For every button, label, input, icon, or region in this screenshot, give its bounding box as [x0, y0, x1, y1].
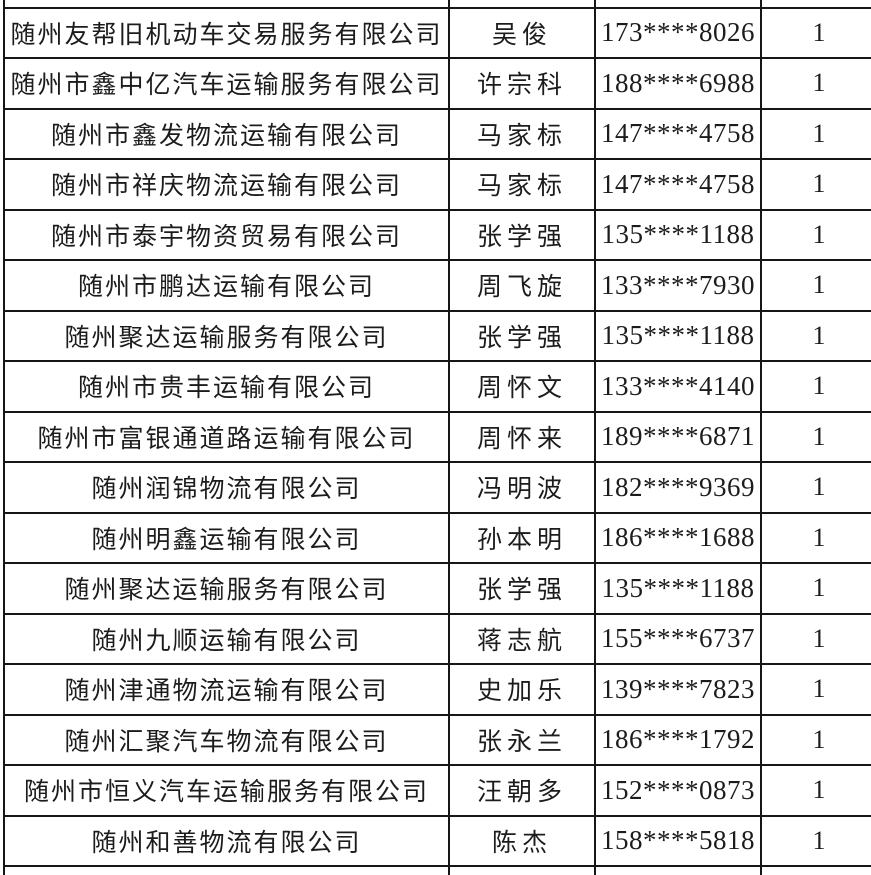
contact-cell: 吴俊: [448, 6, 596, 59]
phone-cell: 182****9369: [594, 461, 762, 514]
company-cell: 随州聚达运输服务有限公司: [3, 562, 450, 615]
phone-cell: 155****6737: [594, 612, 762, 665]
table-row: 随州友帮旧机动车交易服务有限公司 吴俊 173****8026 1: [3, 6, 871, 59]
table-row: 随州市祥庆物流运输有限公司 马家标 147****4758 1: [3, 158, 871, 211]
count-cell: [760, 865, 871, 875]
count-cell: 1: [760, 57, 871, 110]
count-cell: 1: [760, 410, 871, 463]
company-cell: 随州市鑫发物流运输有限公司: [3, 107, 450, 160]
count-cell: 1: [760, 663, 871, 716]
company-cell: 随州汇聚汽车物流有限公司: [3, 713, 450, 766]
contact-cell: 张学强: [448, 309, 596, 362]
phone-cell: 186****1688: [594, 511, 762, 564]
company-cell: 随州明鑫运输有限公司: [3, 511, 450, 564]
table-row: 随州市鑫中亿汽车运输服务有限公司 许宗科 188****6988 1: [3, 57, 871, 110]
contact-cell: 马家标: [448, 158, 596, 211]
records-table: 随州友帮旧机动车交易服务有限公司 吴俊 173****8026 1 随州市鑫中亿…: [3, 0, 871, 875]
table-row: 随州和善物流有限公司 陈杰 158****5818 1: [3, 814, 871, 867]
count-cell: 1: [760, 107, 871, 160]
phone-cell: 152****0873: [594, 764, 762, 817]
table-row: 随州市贵丰运输有限公司 周怀文 133****4140 1: [3, 360, 871, 413]
contact-cell: 许宗科: [448, 57, 596, 110]
phone-cell: 139****7823: [594, 663, 762, 716]
count-cell: 1: [760, 158, 871, 211]
count-cell: [760, 0, 871, 9]
company-cell: [3, 0, 450, 9]
count-cell: 1: [760, 562, 871, 615]
contact-cell: [448, 865, 596, 875]
company-cell: 随州市泰宇物资贸易有限公司: [3, 208, 450, 261]
count-cell: 1: [760, 6, 871, 59]
table-row: 随州九顺运输有限公司 蒋志航 155****6737 1: [3, 612, 871, 665]
company-cell: 随州市鑫中亿汽车运输服务有限公司: [3, 57, 450, 110]
count-cell: 1: [760, 764, 871, 817]
company-cell: 随州市恒义汽车运输服务有限公司: [3, 764, 450, 817]
contact-cell: 张永兰: [448, 713, 596, 766]
company-cell: 随州市富银通道路运输有限公司: [3, 410, 450, 463]
phone-cell: 158****5818: [594, 814, 762, 867]
company-cell: 随州九顺运输有限公司: [3, 612, 450, 665]
count-cell: 1: [760, 612, 871, 665]
contact-cell: [448, 0, 596, 9]
contact-cell: 冯明波: [448, 461, 596, 514]
contact-cell: 张学强: [448, 208, 596, 261]
phone-cell: [594, 0, 762, 9]
company-cell: 随州和善物流有限公司: [3, 814, 450, 867]
table-row: 随州明鑫运输有限公司 孙本明 186****1688 1: [3, 511, 871, 564]
count-cell: 1: [760, 461, 871, 514]
contact-cell: 张学强: [448, 562, 596, 615]
phone-cell: 189****6871: [594, 410, 762, 463]
contact-cell: 周怀来: [448, 410, 596, 463]
company-cell: 随州市贵丰运输有限公司: [3, 360, 450, 413]
contact-cell: 马家标: [448, 107, 596, 160]
table-row: 随州津通物流运输有限公司 史加乐 139****7823 1: [3, 663, 871, 716]
phone-cell: 133****7930: [594, 259, 762, 312]
phone-cell: 186****1792: [594, 713, 762, 766]
count-cell: 1: [760, 713, 871, 766]
company-cell: 随州市鹏达运输有限公司: [3, 259, 450, 312]
table-row: 随州润锦物流有限公司 冯明波 182****9369 1: [3, 461, 871, 514]
contact-cell: 史加乐: [448, 663, 596, 716]
table-row: 随州聚达运输服务有限公司 张学强 135****1188 1: [3, 562, 871, 615]
count-cell: 1: [760, 360, 871, 413]
phone-cell: 147****4758: [594, 107, 762, 160]
contact-cell: 周怀文: [448, 360, 596, 413]
table-row: 随州市鑫发物流运输有限公司 马家标 147****4758 1: [3, 107, 871, 160]
count-cell: 1: [760, 814, 871, 867]
phone-cell: 135****1188: [594, 309, 762, 362]
table-row: 随州市泰宇物资贸易有限公司 张学强 135****1188 1: [3, 208, 871, 261]
phone-cell: 188****6988: [594, 57, 762, 110]
count-cell: 1: [760, 208, 871, 261]
table-row: 随州市富银通道路运输有限公司 周怀来 189****6871 1: [3, 410, 871, 463]
table-row: 随州汇聚汽车物流有限公司 张永兰 186****1792 1: [3, 713, 871, 766]
count-cell: 1: [760, 511, 871, 564]
contact-cell: 陈杰: [448, 814, 596, 867]
company-cell: 随州友帮旧机动车交易服务有限公司: [3, 6, 450, 59]
table-row: 随州市鹏达运输有限公司 周飞旋 133****7930 1: [3, 259, 871, 312]
contact-cell: 周飞旋: [448, 259, 596, 312]
phone-cell: 135****1188: [594, 208, 762, 261]
company-cell: 随州津通物流运输有限公司: [3, 663, 450, 716]
phone-cell: [594, 865, 762, 875]
partial-row-bottom: [3, 865, 871, 875]
count-cell: 1: [760, 309, 871, 362]
partial-row-top: [3, 0, 871, 9]
phone-cell: 147****4758: [594, 158, 762, 211]
table-row: 随州市恒义汽车运输服务有限公司 汪朝多 152****0873 1: [3, 764, 871, 817]
contact-cell: 汪朝多: [448, 764, 596, 817]
phone-cell: 133****4140: [594, 360, 762, 413]
company-cell: 随州市祥庆物流运输有限公司: [3, 158, 450, 211]
contact-cell: 蒋志航: [448, 612, 596, 665]
contact-cell: 孙本明: [448, 511, 596, 564]
company-cell: [3, 865, 450, 875]
company-cell: 随州聚达运输服务有限公司: [3, 309, 450, 362]
company-cell: 随州润锦物流有限公司: [3, 461, 450, 514]
phone-cell: 135****1188: [594, 562, 762, 615]
phone-cell: 173****8026: [594, 6, 762, 59]
count-cell: 1: [760, 259, 871, 312]
table-row: 随州聚达运输服务有限公司 张学强 135****1188 1: [3, 309, 871, 362]
